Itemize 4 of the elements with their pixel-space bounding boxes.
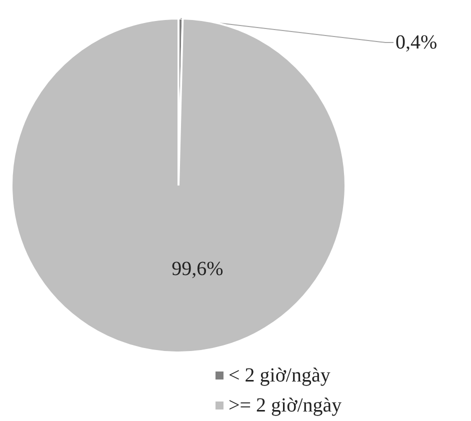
legend-label: < 2 giờ/ngày [228, 364, 330, 386]
data-label: 0,4% [396, 32, 438, 54]
data-label: 99,6% [172, 258, 224, 280]
legend-label: >= 2 giờ/ngày [228, 394, 342, 416]
